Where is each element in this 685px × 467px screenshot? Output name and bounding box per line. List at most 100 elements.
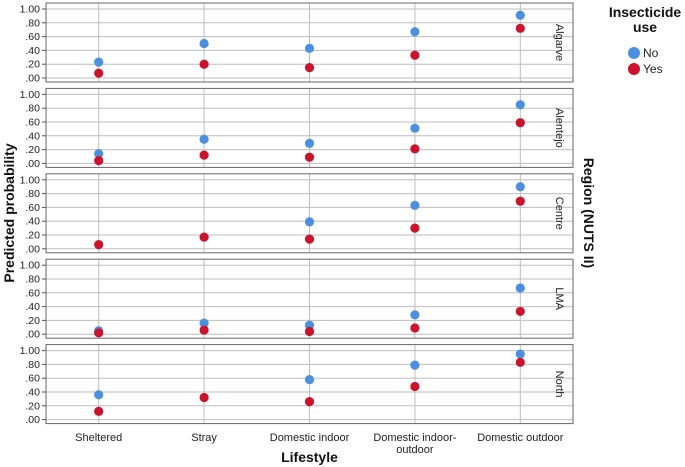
y-tick-label: 1.00 — [20, 4, 41, 16]
y-tick-label: 1.00 — [20, 89, 41, 101]
y-tick-label: .40 — [25, 45, 40, 57]
point-yes — [94, 240, 104, 250]
point-no — [515, 100, 525, 110]
panel-frame — [45, 2, 574, 83]
point-yes — [304, 63, 315, 73]
point-yes — [515, 23, 525, 33]
y-tick-label: .20 — [25, 230, 40, 242]
point-no — [304, 43, 315, 53]
point-no — [304, 374, 315, 385]
x-axis-title: Lifestyle — [281, 449, 338, 465]
x-category-label: Sheltered — [75, 432, 122, 444]
point-no — [410, 27, 420, 37]
y-tick-label: .00 — [25, 329, 40, 341]
point-no — [199, 318, 209, 328]
y-tick-label: .40 — [25, 387, 40, 399]
y-tick-label: .20 — [25, 59, 40, 71]
y-tick-label: .40 — [25, 130, 40, 142]
panel-frame — [45, 344, 574, 425]
point-yes — [515, 306, 525, 317]
y-tick-label: .60 — [25, 373, 40, 385]
point-yes — [304, 397, 315, 407]
point-yes — [515, 196, 525, 206]
y-tick-label: .80 — [25, 103, 40, 115]
point-no — [410, 310, 420, 320]
y-tick-label: .20 — [25, 315, 40, 327]
point-yes — [199, 232, 209, 242]
facet-label-centre: Centre — [553, 197, 565, 230]
y-tick-label: .40 — [25, 301, 40, 313]
y-tick-label: .20 — [25, 400, 40, 412]
point-yes — [199, 392, 209, 403]
y-tick-label: .00 — [25, 158, 40, 170]
point-yes — [94, 156, 104, 166]
x-category-label: Domestic indoor-outdoor — [373, 432, 456, 456]
facet-label-alentejo: Alentejo — [553, 108, 565, 148]
point-yes — [94, 328, 104, 338]
point-yes — [94, 406, 104, 416]
facet-axis-title: Region (NUTS II) — [581, 158, 597, 268]
facet-panel: .00 .20.40 .60 .80 1.00 North — [20, 344, 574, 426]
facet-label-north: North — [553, 371, 565, 398]
facet-panel: .00 .20 .40 .60 .801.00 Algarve — [20, 2, 574, 85]
panel-frame — [45, 258, 574, 339]
point-no — [410, 123, 420, 133]
legend-title: Insecticide — [609, 4, 682, 20]
x-category-labels: Sheltered Stray Domestic indoor Domestic in… — [75, 432, 564, 456]
point-yes — [304, 234, 315, 244]
point-yes — [199, 59, 209, 69]
y-tick-label: .60 — [25, 117, 40, 129]
y-tick-label: .60 — [25, 31, 40, 43]
point-yes — [304, 326, 315, 337]
point-yes — [515, 357, 525, 367]
y-tick-label: .80 — [25, 188, 40, 200]
facet-panels: .00.20.40.60.801.00Algarve.00.20.40.60.8… — [20, 2, 574, 426]
point-no — [410, 360, 420, 370]
y-tick-label: .80 — [25, 17, 40, 29]
legend-swatch-yes — [628, 63, 640, 75]
point-yes — [410, 50, 420, 60]
y-tick-label: .80 — [25, 359, 40, 371]
point-no — [94, 390, 104, 400]
point-no — [515, 182, 525, 192]
point-yes — [199, 150, 209, 160]
facet-panel: .00 .20 .40 .60.80 1.00 LMA — [20, 258, 574, 341]
point-yes — [410, 144, 420, 154]
x-category-label: Domestic indoor — [270, 432, 350, 444]
y-tick-label: .00 — [25, 73, 40, 85]
y-tick-label: .60 — [25, 202, 40, 214]
point-no — [94, 149, 104, 159]
point-yes — [199, 325, 209, 335]
facet-label-algarve: Algarve — [553, 24, 565, 61]
panel-frame — [45, 87, 574, 168]
legend-title: use — [633, 19, 657, 35]
y-axis-title: Predicted probability — [1, 143, 17, 282]
y-tick-label: 1.00 — [20, 174, 41, 186]
point-no — [515, 10, 525, 20]
y-tick-label: .00 — [25, 243, 40, 255]
point-no — [515, 349, 525, 359]
legend-label-no: No — [643, 46, 659, 60]
facet-panel: .00.20 .40 .60 .80 1.00 Centre — [20, 173, 574, 255]
y-tick-label: 1.00 — [20, 345, 41, 357]
y-tick-label: .80 — [25, 274, 40, 286]
y-tick-label: .00 — [25, 414, 40, 426]
y-tick-label: 1.00 — [20, 260, 41, 272]
point-no — [304, 217, 315, 227]
point-no — [515, 283, 525, 293]
legend-swatch-no — [628, 47, 640, 59]
point-yes — [410, 323, 420, 333]
point-no — [94, 57, 104, 67]
legend-label-yes: Yes — [643, 62, 663, 76]
point-yes — [304, 152, 315, 162]
point-yes — [410, 223, 420, 233]
point-no — [199, 134, 209, 144]
y-tick-label: .40 — [25, 216, 40, 228]
x-category-label: Domestic outdoor — [477, 432, 564, 444]
point-no — [304, 138, 315, 148]
facet-panel: .00 .20 .40.60 .80 1.00 Alentejo — [20, 87, 574, 170]
point-no — [199, 38, 209, 49]
panel-frame — [45, 173, 574, 254]
